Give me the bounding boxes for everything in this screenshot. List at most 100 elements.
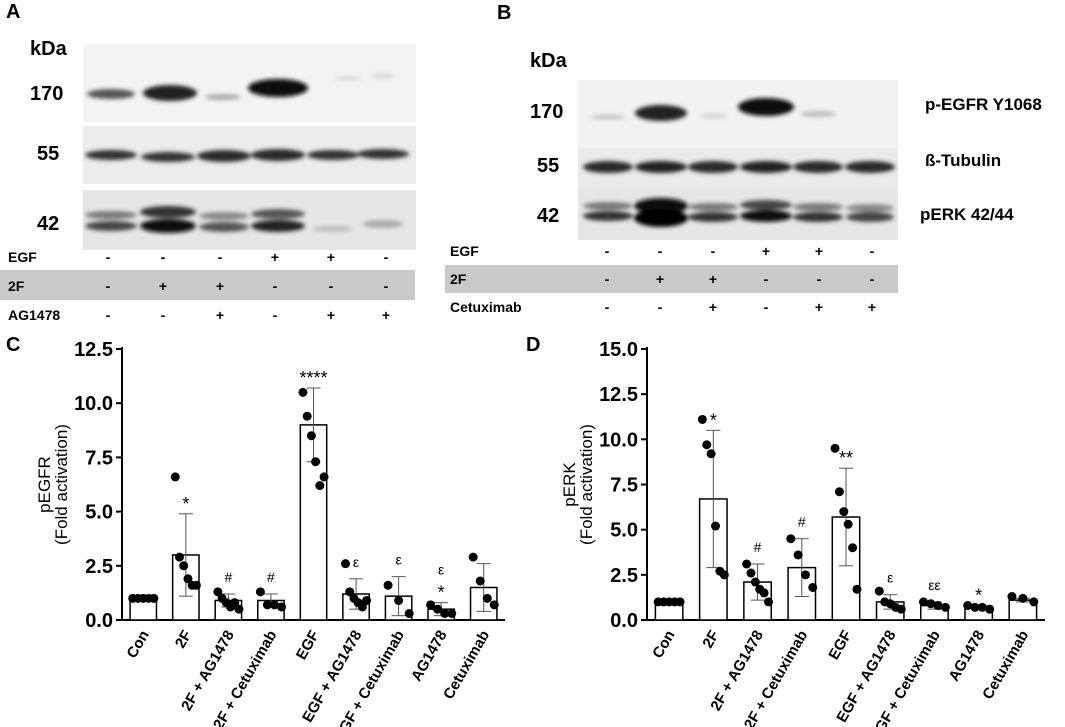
blot-a-sign-row1-lane2: + — [215, 278, 225, 294]
chart-c-point-6-2 — [404, 608, 414, 618]
chart-d-point-7-1 — [970, 602, 980, 612]
chart-c-point-4-1 — [302, 411, 312, 421]
blot-b-sign-row1-lane4: - — [816, 271, 822, 287]
blot-a-sign-row2-lane4: + — [326, 307, 336, 323]
chart-d-point-4-0 — [830, 443, 840, 453]
protein-label-perk: pERK 42/44 — [920, 205, 1014, 224]
chart-d-point-4-1 — [834, 487, 844, 497]
chart-d-point-6-2 — [933, 601, 943, 611]
chart-d-point-6-1 — [926, 599, 936, 609]
blot-b-sign-row0-lane4: + — [814, 243, 824, 259]
chart-c-annotation-3: # — [267, 569, 275, 585]
chart-d-point-4-4 — [848, 543, 858, 553]
marker-170-b: 170 — [530, 101, 564, 123]
chart-c-ylabel: pEGFR — [35, 456, 54, 513]
chart-c-point-1-1 — [175, 552, 185, 562]
kda-label-b: kDa — [530, 50, 567, 72]
blot-a-sign-row2-lane3: - — [272, 307, 278, 323]
blot-a-sign-row1-lane1: + — [158, 278, 168, 294]
chart-d-point-1-2 — [706, 449, 716, 459]
chart-c-annotation-6: ε — [395, 552, 401, 568]
chart-d-point-4-5 — [852, 584, 862, 594]
blot-b-sign-row1-lane0: - — [604, 271, 610, 287]
treatment-label-egf-b: EGF — [450, 243, 479, 259]
blot-a-sign-row0-lane1: - — [160, 249, 166, 265]
blot-b-sign-row1-lane5: - — [869, 271, 875, 287]
chart-c-point-6-0 — [383, 580, 393, 590]
blot-b-sign-row0-lane1: - — [657, 243, 663, 259]
chart-c-point-3-1 — [262, 600, 272, 610]
blot-a-sign-row0-lane0: - — [105, 249, 111, 265]
panel-label-a: A — [6, 1, 21, 23]
chart-d-xlabel-0: Con — [649, 628, 678, 662]
blot-b-sign-row1-lane2: + — [708, 271, 718, 287]
chart-d-annotation-4: ** — [839, 448, 853, 468]
chart-c-xlabel-7: AG1478 — [408, 628, 451, 685]
chart-c-point-2-5 — [234, 604, 244, 614]
chart-d-point-1-3 — [711, 521, 721, 531]
blot-b-sign-row2-lane4: + — [814, 299, 824, 315]
chart-d-ytick-label-6: 15.0 — [599, 339, 638, 361]
chart-c-point-6-1 — [394, 595, 404, 605]
blot-a-sign-row2-lane0: - — [105, 307, 111, 323]
panel-label-b: B — [497, 2, 512, 24]
treatment-label-2f-a: 2F — [8, 278, 25, 294]
chart-d-ytick-label-1: 2.5 — [610, 565, 638, 587]
blot-b-sign-row0-lane5: - — [869, 243, 875, 259]
blot-b-sign-row2-lane5: + — [867, 299, 877, 315]
blot-a-sign-row0-lane2: - — [217, 249, 223, 265]
blot-b-sign-row2-lane2: + — [708, 299, 718, 315]
chart-c-point-1-2 — [179, 561, 189, 571]
chart-d-point-6-0 — [918, 597, 928, 607]
blot-a-sign-row1-lane4: - — [328, 278, 334, 294]
chart-c-point-4-5 — [319, 472, 329, 482]
marker-170-a: 170 — [30, 83, 64, 105]
chart-c-ytick-label-3: 7.5 — [85, 447, 113, 469]
chart-d-point-7-2 — [977, 602, 987, 612]
chart-d-point-2-5 — [764, 597, 774, 607]
chart-d-point-2-0 — [742, 559, 752, 569]
treatment-label-cetuximab-b: Cetuximab — [450, 299, 522, 315]
blot-a-sign-row0-lane4: + — [326, 249, 336, 265]
chart-c-point-7-2 — [440, 608, 450, 618]
chart-c-xlabel-1: 2F — [172, 628, 195, 652]
chart-d-annotation-5: ε — [887, 570, 893, 586]
chart-c-point-3-2 — [269, 600, 279, 610]
chart-c-annotation-7-1: * — [438, 583, 445, 603]
blot-image-b — [578, 80, 898, 240]
chart-d-point-1-5 — [719, 570, 729, 580]
chart-d-point-8-0 — [1007, 592, 1017, 602]
chart-d-bar-4 — [831, 516, 861, 621]
chart-c-ytick-label-5: 12.5 — [74, 339, 113, 361]
chart-d-annotation-3: # — [798, 514, 806, 530]
chart-c-point-1-5 — [191, 580, 201, 590]
chart-d-ylabel: pERK — [560, 462, 579, 507]
chart-d-point-8-2 — [1029, 597, 1039, 607]
chart-d-point-6-3 — [940, 602, 950, 612]
treatment-label-egf-a: EGF — [8, 249, 37, 265]
chart-c-point-1-0 — [170, 472, 180, 482]
chart-d-point-3-0 — [786, 534, 796, 544]
panel-label-c: C — [6, 334, 21, 356]
chart-c-point-0-4 — [149, 593, 159, 603]
chart-c-annotation-5: ε — [353, 554, 359, 570]
chart-c-point-5-5 — [362, 595, 372, 605]
chart-d-point-7-0 — [963, 601, 973, 611]
chart-c-point-4-2 — [306, 431, 316, 441]
chart-d-point-4-3 — [843, 519, 853, 529]
chart-d-point-2-1 — [746, 568, 756, 578]
marker-55-a: 55 — [37, 143, 60, 165]
chart-d-point-3-2 — [800, 570, 810, 580]
panel-label-d: D — [526, 334, 541, 356]
chart-c-point-3-3 — [276, 602, 286, 612]
chart-d-xlabel-8: Cetuximab — [979, 628, 1032, 703]
blot-a-sign-row1-lane0: - — [105, 278, 111, 294]
chart-d-ylabel-sub: (Fold activation) — [577, 424, 596, 545]
chart-d-ytick-label-0: 0.0 — [610, 610, 638, 632]
blot-a-sign-row1-lane3: - — [272, 278, 278, 294]
chart-d-ytick-label-5: 12.5 — [599, 384, 638, 406]
chart-d-xlabel-4: EGF — [825, 628, 855, 663]
chart-c-ytick-label-2: 5.0 — [85, 502, 113, 524]
chart-c-point-2-0 — [213, 587, 223, 597]
chart-c-point-4-3 — [311, 457, 321, 467]
